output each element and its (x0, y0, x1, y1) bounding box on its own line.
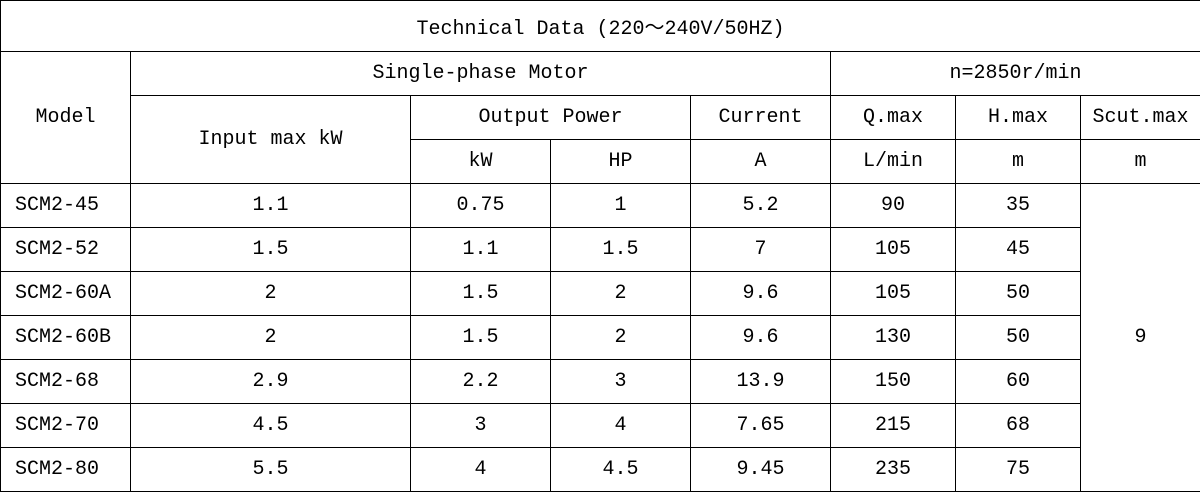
cell-q: 90 (831, 184, 956, 228)
table-row: SCM2-451.10.7515.290359 (1, 184, 1200, 228)
cell-q: 105 (831, 228, 956, 272)
cell-h: 35 (956, 184, 1081, 228)
col-scut: Scut.max (1081, 96, 1200, 140)
table-row: SCM2-805.544.59.4523575 (1, 448, 1200, 492)
cell-h: 60 (956, 360, 1081, 404)
cell-a: 9.45 (691, 448, 831, 492)
cell-input: 2 (131, 316, 411, 360)
col-qmax: Q.max (831, 96, 956, 140)
cell-a: 7.65 (691, 404, 831, 448)
cell-kw: 0.75 (411, 184, 551, 228)
table-row: SCM2-60A21.529.610550 (1, 272, 1200, 316)
cell-hp: 4.5 (551, 448, 691, 492)
cell-h: 68 (956, 404, 1081, 448)
cell-a: 7 (691, 228, 831, 272)
cell-a: 5.2 (691, 184, 831, 228)
group-motor: Single-phase Motor (131, 52, 831, 96)
cell-kw: 1.5 (411, 272, 551, 316)
unit-kw: kW (411, 140, 551, 184)
cell-q: 215 (831, 404, 956, 448)
col-input: Input max kW (131, 96, 411, 184)
col-model: Model (1, 52, 131, 184)
cell-h: 45 (956, 228, 1081, 272)
cell-scut: 9 (1081, 184, 1200, 492)
cell-input: 2 (131, 272, 411, 316)
cell-kw: 1.5 (411, 316, 551, 360)
cell-model: SCM2-80 (1, 448, 131, 492)
cell-model: SCM2-68 (1, 360, 131, 404)
cell-hp: 2 (551, 272, 691, 316)
table-title: Technical Data (220～240V/50HZ) (1, 1, 1200, 52)
cell-model: SCM2-70 (1, 404, 131, 448)
table-row: SCM2-682.92.2313.915060 (1, 360, 1200, 404)
cell-hp: 4 (551, 404, 691, 448)
cell-a: 9.6 (691, 272, 831, 316)
table-body: SCM2-451.10.7515.290359SCM2-521.51.11.57… (1, 184, 1200, 492)
cell-q: 150 (831, 360, 956, 404)
col-output: Output Power (411, 96, 691, 140)
cell-model: SCM2-52 (1, 228, 131, 272)
cell-model: SCM2-60A (1, 272, 131, 316)
cell-a: 13.9 (691, 360, 831, 404)
table-header: Technical Data (220～240V/50HZ) Model Sin… (1, 1, 1200, 184)
unit-lmin: L/min (831, 140, 956, 184)
cell-input: 2.9 (131, 360, 411, 404)
cell-hp: 1.5 (551, 228, 691, 272)
cell-q: 235 (831, 448, 956, 492)
technical-data-table: Technical Data (220～240V/50HZ) Model Sin… (0, 0, 1200, 492)
cell-hp: 2 (551, 316, 691, 360)
cell-hp: 3 (551, 360, 691, 404)
col-hmax: H.max (956, 96, 1081, 140)
cell-input: 4.5 (131, 404, 411, 448)
table-row: SCM2-704.5347.6521568 (1, 404, 1200, 448)
cell-input: 1.5 (131, 228, 411, 272)
unit-hp: HP (551, 140, 691, 184)
unit-m: m (956, 140, 1081, 184)
group-rpm: n=2850r/min (831, 52, 1200, 96)
cell-h: 75 (956, 448, 1081, 492)
cell-input: 5.5 (131, 448, 411, 492)
cell-model: SCM2-45 (1, 184, 131, 228)
cell-h: 50 (956, 272, 1081, 316)
table-row: SCM2-60B21.529.613050 (1, 316, 1200, 360)
cell-kw: 3 (411, 404, 551, 448)
cell-model: SCM2-60B (1, 316, 131, 360)
cell-kw: 2.2 (411, 360, 551, 404)
cell-hp: 1 (551, 184, 691, 228)
table-row: SCM2-521.51.11.5710545 (1, 228, 1200, 272)
cell-input: 1.1 (131, 184, 411, 228)
col-current: Current (691, 96, 831, 140)
cell-q: 105 (831, 272, 956, 316)
cell-kw: 1.1 (411, 228, 551, 272)
cell-h: 50 (956, 316, 1081, 360)
unit-amp: A (691, 140, 831, 184)
cell-kw: 4 (411, 448, 551, 492)
unit-m2: m (1081, 140, 1200, 184)
cell-q: 130 (831, 316, 956, 360)
cell-a: 9.6 (691, 316, 831, 360)
